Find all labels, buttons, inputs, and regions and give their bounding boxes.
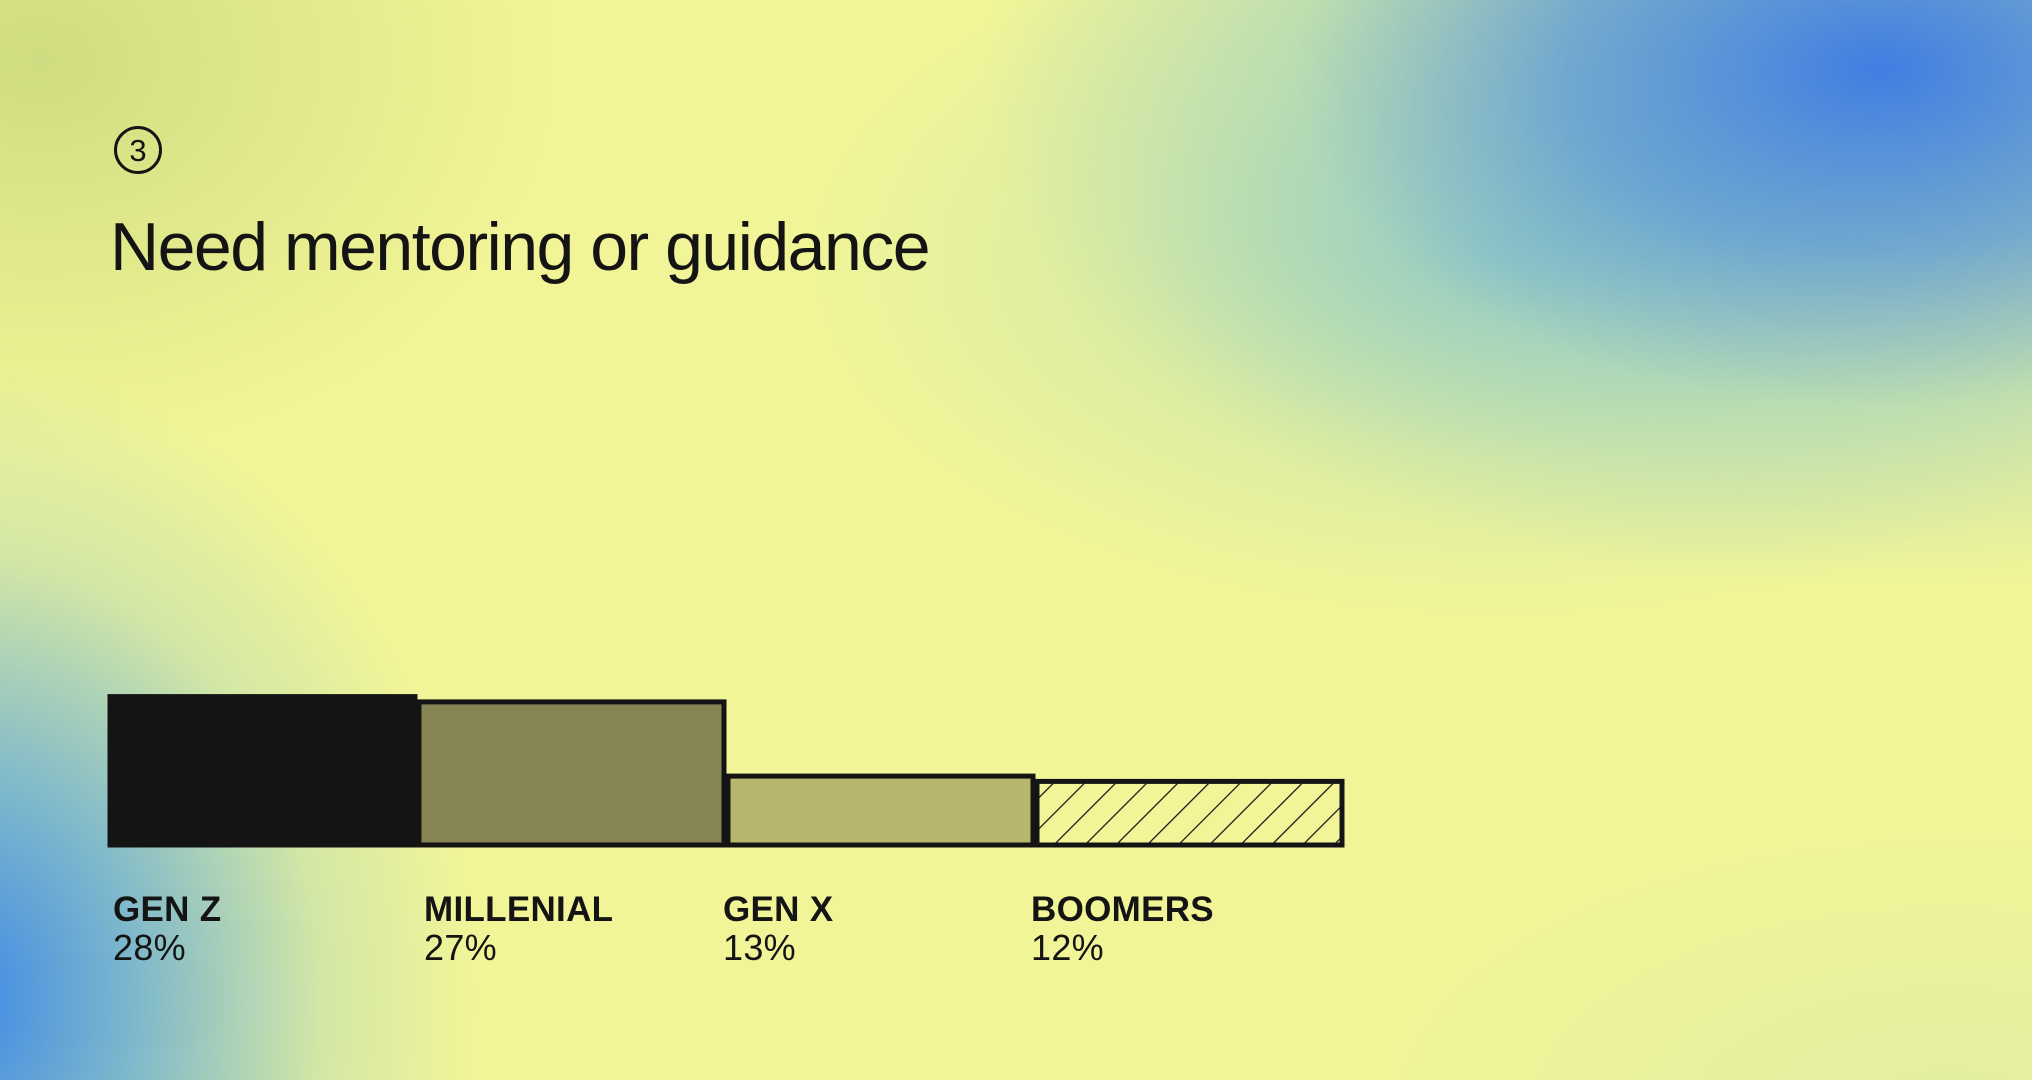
category-name: GEN X bbox=[723, 890, 834, 929]
bar-millenial bbox=[416, 699, 727, 848]
data-label: 13% bbox=[723, 927, 796, 968]
category-label-gen-x: GEN X 13% bbox=[723, 891, 833, 967]
step-number-badge: 3 bbox=[114, 126, 162, 174]
category-name: GEN Z bbox=[113, 890, 222, 929]
step-number: 3 bbox=[129, 132, 147, 168]
category-label-boomers: BOOMERS 12% bbox=[1031, 891, 1214, 967]
chart-title: Need mentoring or guidance bbox=[110, 209, 931, 285]
category-label-gen-z: GEN Z 28% bbox=[113, 891, 221, 967]
category-name: BOOMERS bbox=[1031, 890, 1214, 929]
data-label: 27% bbox=[424, 927, 497, 968]
bar-gen-x bbox=[725, 773, 1036, 848]
category-label-millenial: MILLENIAL 27% bbox=[424, 891, 613, 967]
data-label: 28% bbox=[113, 927, 186, 968]
bar-gen-z bbox=[107, 694, 418, 848]
category-name: MILLENIAL bbox=[424, 890, 614, 929]
bar-boomers bbox=[1034, 778, 1345, 848]
data-label: 12% bbox=[1031, 927, 1104, 968]
